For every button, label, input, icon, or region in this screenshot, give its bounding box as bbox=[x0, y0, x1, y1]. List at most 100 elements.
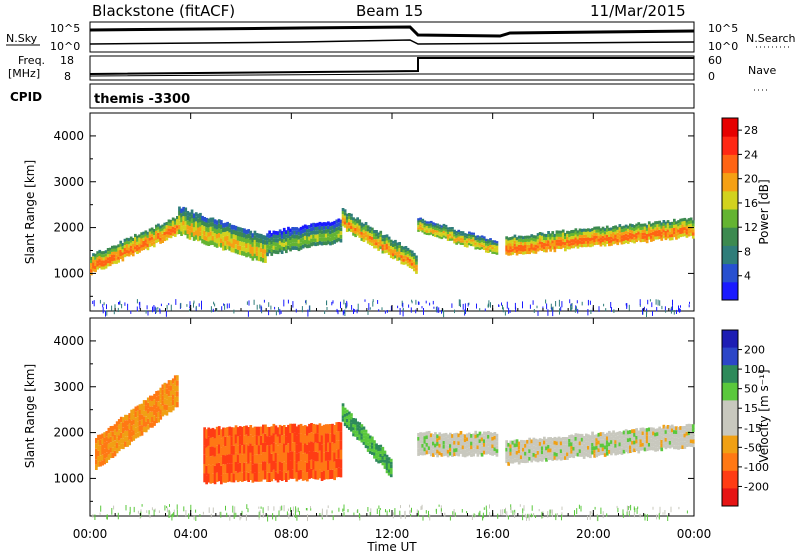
velocity-cell bbox=[207, 445, 211, 455]
power-cell bbox=[379, 230, 383, 234]
power-cell bbox=[459, 233, 463, 236]
velocity-cell bbox=[132, 419, 136, 425]
power-cell bbox=[381, 250, 385, 254]
velocity-cell bbox=[151, 406, 154, 412]
power-cell bbox=[167, 234, 171, 238]
power-cell bbox=[389, 251, 393, 255]
power-cell bbox=[675, 224, 678, 228]
velocity-cell bbox=[545, 457, 548, 462]
power-cell bbox=[104, 250, 108, 254]
power-speckle bbox=[626, 303, 628, 308]
velocity-cell bbox=[559, 437, 563, 442]
velocity-cell bbox=[348, 414, 351, 418]
power-cell bbox=[530, 237, 534, 241]
power-cell bbox=[392, 240, 395, 244]
power-cell bbox=[207, 223, 211, 228]
velocity-cell bbox=[375, 446, 378, 450]
velocity-speckle bbox=[106, 514, 108, 520]
velocity-cell bbox=[320, 444, 324, 454]
power-cell bbox=[593, 239, 596, 243]
power-cell bbox=[119, 252, 123, 256]
power-cell bbox=[557, 236, 561, 240]
velocity-speckle bbox=[471, 514, 473, 520]
velocity-cell bbox=[679, 437, 682, 442]
velocity-cell bbox=[513, 443, 517, 448]
power-cell bbox=[582, 243, 586, 247]
power-cell bbox=[111, 255, 114, 259]
power-cell bbox=[459, 231, 463, 234]
velocity-cell bbox=[385, 464, 389, 468]
velocity-cell bbox=[293, 423, 297, 433]
power-cell bbox=[92, 256, 95, 260]
power-cell bbox=[289, 236, 292, 240]
velocity-cell bbox=[472, 433, 475, 438]
power-cell bbox=[587, 240, 590, 244]
velocity-cell bbox=[157, 417, 160, 423]
power-cell bbox=[194, 216, 198, 222]
power-speckle bbox=[429, 302, 431, 306]
velocity-cell bbox=[605, 444, 609, 448]
power-cell bbox=[421, 218, 425, 222]
power-cell bbox=[429, 230, 433, 233]
velocity-cell bbox=[122, 422, 125, 428]
velocity-cell bbox=[169, 385, 173, 391]
velocity-cell bbox=[517, 456, 521, 461]
power-cell bbox=[117, 247, 120, 251]
velocity-cell bbox=[543, 440, 546, 445]
velocity-cell bbox=[280, 435, 284, 445]
power-cell bbox=[232, 243, 236, 248]
power-cell bbox=[352, 220, 355, 224]
power-cell bbox=[618, 224, 622, 228]
velocity-cell bbox=[616, 431, 620, 436]
velocity-cell bbox=[612, 438, 615, 442]
power-cell bbox=[476, 239, 480, 243]
velocity-colorbar-swatch bbox=[722, 488, 738, 507]
velocity-cell bbox=[453, 440, 456, 445]
power-cell bbox=[211, 231, 215, 236]
velocity-cell bbox=[421, 451, 425, 456]
velocity-speckle bbox=[538, 509, 540, 512]
velocity-cell bbox=[436, 434, 439, 439]
power-cell bbox=[394, 243, 397, 247]
velocity-cell bbox=[169, 390, 173, 397]
power-cell bbox=[222, 236, 225, 242]
velocity-cell bbox=[157, 411, 160, 418]
velocity-cell bbox=[247, 454, 250, 464]
power-cell bbox=[236, 236, 240, 241]
velocity-cell bbox=[249, 461, 253, 471]
velocity-cell bbox=[624, 429, 628, 433]
power-cell bbox=[641, 226, 645, 230]
power-cell bbox=[601, 232, 605, 236]
velocity-cell bbox=[446, 434, 450, 439]
power-cell bbox=[540, 247, 544, 251]
power-cell bbox=[419, 219, 422, 223]
power-cell bbox=[668, 225, 672, 229]
power-cell bbox=[578, 243, 582, 247]
power-speckle bbox=[344, 309, 346, 316]
power-cell bbox=[329, 226, 332, 231]
velocity-cell bbox=[425, 435, 429, 440]
power-cell bbox=[389, 255, 393, 259]
power-cell bbox=[113, 248, 116, 252]
velocity-cell bbox=[429, 441, 433, 445]
velocity-colorbar-tick-label: 100 bbox=[744, 363, 765, 376]
velocity-cell bbox=[534, 446, 538, 451]
power-cell bbox=[675, 230, 678, 234]
velocity-cell bbox=[264, 452, 267, 462]
power-cell bbox=[564, 245, 567, 249]
velocity-cell bbox=[173, 380, 177, 386]
power-speckle bbox=[345, 302, 347, 309]
power-cell bbox=[677, 229, 680, 233]
velocity-cell bbox=[608, 442, 611, 447]
velocity-cell bbox=[536, 450, 540, 455]
velocity-cell bbox=[487, 450, 490, 454]
power-cell bbox=[679, 227, 682, 231]
power-cell bbox=[406, 263, 410, 267]
power-cell bbox=[333, 240, 336, 244]
power-speckle bbox=[504, 311, 506, 316]
velocity-cell bbox=[629, 430, 632, 434]
velocity-cell bbox=[122, 427, 125, 434]
velocity-cell bbox=[605, 432, 609, 437]
power-cell bbox=[345, 219, 349, 223]
power-cell bbox=[670, 237, 674, 241]
